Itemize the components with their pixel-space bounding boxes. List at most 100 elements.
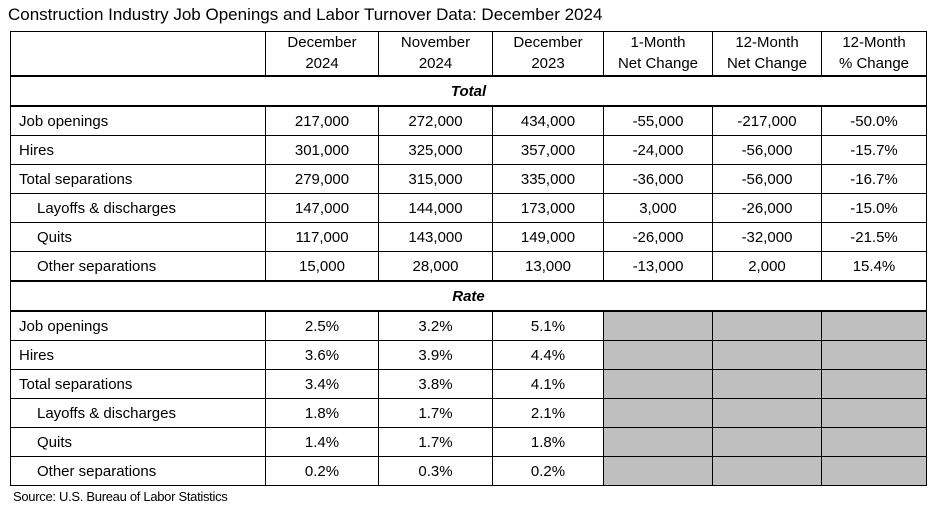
shaded-empty-cell [603,369,713,399]
row-label: Other separations [10,251,266,282]
table-row: Quits 1.4% 1.7% 1.8% [10,427,927,457]
table-row: Layoffs & discharges 147,000 144,000 173,00… [10,193,927,223]
value-cell: -36,000 [603,164,713,194]
jolts-table: December 2024 November 2024 December 202… [10,31,927,486]
row-label: Quits [10,222,266,252]
value-cell: 2.1% [492,398,604,428]
header-line: 1-Month [630,34,686,52]
header-line: % Change [838,54,910,72]
header-line: 12-Month [842,34,906,52]
shaded-empty-cell [821,369,927,399]
value-cell: 434,000 [492,105,604,136]
table-row: Total separations 3.4% 3.8% 4.1% [10,369,927,399]
header-cell-december-2023: December 2023 [492,31,604,77]
table-row: Total separations 279,000 315,000 335,000 -3… [10,164,927,194]
value-cell: 144,000 [378,193,493,223]
value-cell: 301,000 [265,135,379,165]
value-cell: -50.0% [821,105,927,136]
table-row: Job openings 2.5% 3.2% 5.1% [10,310,927,341]
value-cell: 3.6% [265,340,379,370]
row-label: Job openings [10,105,266,136]
shaded-empty-cell [821,427,927,457]
value-cell: 0.3% [378,456,493,486]
header-line: November [400,34,471,52]
value-cell: 3,000 [603,193,713,223]
section-band-total: Total [10,75,927,107]
shaded-empty-cell [603,340,713,370]
value-cell: 4.4% [492,340,604,370]
table-row: Hires 3.6% 3.9% 4.4% [10,340,927,370]
value-cell: -26,000 [603,222,713,252]
value-cell: -32,000 [712,222,822,252]
value-cell: -21.5% [821,222,927,252]
shaded-empty-cell [821,340,927,370]
header-cell-12-month-pct-change: 12-Month % Change [821,31,927,77]
header-line: December [513,34,583,52]
row-label: Job openings [10,310,266,341]
value-cell: -217,000 [712,105,822,136]
value-cell: 3.4% [265,369,379,399]
value-cell: 15.4% [821,251,927,282]
header-row: December 2024 November 2024 December 202… [10,31,927,77]
value-cell: 1.7% [378,398,493,428]
value-cell: 272,000 [378,105,493,136]
value-cell: 325,000 [378,135,493,165]
value-cell: 279,000 [265,164,379,194]
value-cell: 217,000 [265,105,379,136]
shaded-empty-cell [712,310,822,341]
value-cell: 3.2% [378,310,493,341]
header-line: 2024 [418,54,453,72]
value-cell: 147,000 [265,193,379,223]
table-row: Layoffs & discharges 1.8% 1.7% 2.1% [10,398,927,428]
value-cell: -56,000 [712,135,822,165]
value-cell: 3.8% [378,369,493,399]
section-band-label: Total [10,75,927,107]
header-line: Net Change [726,54,808,72]
table-row: Hires 301,000 325,000 357,000 -24,000 -56,000… [10,135,927,165]
value-cell: -26,000 [712,193,822,223]
value-cell: 0.2% [265,456,379,486]
source-note: Source: U.S. Bureau of Labor Statistics [13,489,228,504]
value-cell: 1.8% [492,427,604,457]
header-line: Net Change [617,54,699,72]
value-cell: 13,000 [492,251,604,282]
table-row: Job openings 217,000 272,000 434,000 -55,000… [10,105,927,136]
value-cell: -55,000 [603,105,713,136]
row-label: Other separations [10,456,266,486]
value-cell: 2,000 [712,251,822,282]
shaded-empty-cell [603,456,713,486]
shaded-empty-cell [603,398,713,428]
value-cell: 1.8% [265,398,379,428]
value-cell: -24,000 [603,135,713,165]
value-cell: -13,000 [603,251,713,282]
shaded-empty-cell [821,456,927,486]
value-cell: 28,000 [378,251,493,282]
shaded-empty-cell [712,456,822,486]
header-line: December [287,34,357,52]
value-cell: -15.0% [821,193,927,223]
header-cell-december-2024: December 2024 [265,31,379,77]
value-cell: -15.7% [821,135,927,165]
value-cell: 335,000 [492,164,604,194]
value-cell: 117,000 [265,222,379,252]
row-label: Hires [10,340,266,370]
header-line: 12-Month [735,34,799,52]
value-cell: 357,000 [492,135,604,165]
value-cell: -16.7% [821,164,927,194]
value-cell: -56,000 [712,164,822,194]
value-cell: 5.1% [492,310,604,341]
header-cell-november-2024: November 2024 [378,31,493,77]
header-line: 2024 [305,54,339,72]
row-label: Total separations [10,369,266,399]
value-cell: 149,000 [492,222,604,252]
section-band-label: Rate [10,280,927,312]
shaded-empty-cell [603,427,713,457]
value-cell: 2.5% [265,310,379,341]
page-title: Construction Industry Job Openings and L… [8,5,603,24]
shaded-empty-cell [712,369,822,399]
header-cell-12-month-net-change: 12-Month Net Change [712,31,822,77]
value-cell: 4.1% [492,369,604,399]
shaded-empty-cell [821,310,927,341]
shaded-empty-cell [712,427,822,457]
